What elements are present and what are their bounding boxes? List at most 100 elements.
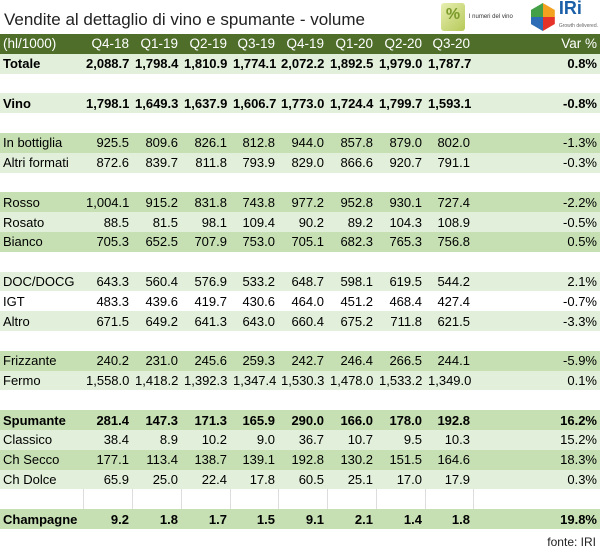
empty-cell bbox=[181, 390, 230, 411]
value-cell: 104.3 bbox=[376, 212, 425, 232]
value-cell: 944.0 bbox=[278, 132, 327, 153]
value-cell: 643.3 bbox=[83, 271, 132, 292]
spacer-row bbox=[0, 489, 600, 510]
value-cell: 753.0 bbox=[230, 231, 278, 252]
value-cell: 178.0 bbox=[376, 410, 425, 430]
empty-cell bbox=[132, 330, 181, 351]
empty-cell bbox=[181, 73, 230, 94]
table-row: Rosso 1,004.1 915.2 831.8 743.8 977.2 952.8 930… bbox=[0, 192, 600, 213]
value-cell: 468.4 bbox=[376, 291, 425, 312]
value-cell: 1,774.1 bbox=[230, 53, 278, 74]
value-cell: 727.4 bbox=[425, 192, 473, 213]
empty-cell bbox=[181, 172, 230, 193]
empty-cell bbox=[278, 251, 327, 272]
empty-cell bbox=[132, 73, 181, 94]
table-row: Rosato 88.5 81.5 98.1 109.4 90.2 89.2 104.3 108.… bbox=[0, 212, 600, 232]
empty-cell bbox=[326, 489, 376, 510]
value-cell: 17.0 bbox=[376, 469, 425, 490]
value-cell: 10.3 bbox=[425, 429, 473, 450]
value-cell: 915.2 bbox=[132, 192, 181, 213]
var-cell: -3.3% bbox=[473, 311, 600, 331]
value-cell: 765.3 bbox=[376, 231, 425, 252]
table-row: Ch Dolce 65.9 25.0 22.4 17.8 60.5 25.1 17.0 17.9… bbox=[0, 469, 600, 490]
value-cell: 544.2 bbox=[425, 271, 473, 292]
row-label: Spumante bbox=[0, 410, 83, 430]
row-label: Totale bbox=[0, 53, 83, 74]
value-cell: 1,724.4 bbox=[327, 93, 376, 114]
empty-cell bbox=[472, 489, 600, 510]
var-cell: 0.5% bbox=[473, 231, 600, 252]
value-cell: 245.6 bbox=[181, 350, 230, 371]
value-cell: 1,787.7 bbox=[425, 53, 473, 74]
value-cell: 242.7 bbox=[278, 350, 327, 371]
value-cell: 1,979.0 bbox=[376, 53, 425, 74]
var-cell: -0.3% bbox=[473, 152, 600, 173]
empty-cell bbox=[230, 73, 278, 94]
value-cell: 671.5 bbox=[83, 311, 132, 331]
value-cell: 439.6 bbox=[132, 291, 181, 312]
row-label: Classico bbox=[0, 429, 83, 450]
iri-tagline: Growth delivered. bbox=[558, 23, 598, 29]
value-cell: 621.5 bbox=[425, 311, 473, 331]
iri-logo-icon bbox=[530, 3, 555, 31]
empty-cell bbox=[473, 251, 600, 272]
value-cell: 930.1 bbox=[376, 192, 425, 213]
sales-table: (hl/1000) Q4-18 Q1-19 Q2-19 Q3-19 Q4-19 Q1-20 Q… bbox=[0, 34, 600, 529]
empty-cell bbox=[327, 113, 376, 133]
empty-cell bbox=[327, 330, 376, 351]
value-cell: 1,799.7 bbox=[376, 93, 425, 114]
value-cell: 643.0 bbox=[230, 311, 278, 331]
table-row: In bottiglia 925.5 809.6 826.1 812.8 944.0 857… bbox=[0, 132, 600, 153]
value-cell: 811.8 bbox=[181, 152, 230, 173]
value-cell: 9.1 bbox=[278, 509, 327, 529]
value-cell: 240.2 bbox=[83, 350, 132, 371]
value-cell: 290.0 bbox=[278, 410, 327, 430]
value-cell: 90.2 bbox=[278, 212, 327, 232]
empty-cell bbox=[132, 113, 181, 133]
column-header: Q1-19 bbox=[132, 34, 181, 54]
empty-cell bbox=[425, 330, 473, 351]
value-cell: 826.1 bbox=[181, 132, 230, 153]
spacer-row bbox=[0, 330, 600, 351]
value-cell: 38.4 bbox=[83, 429, 132, 450]
table-row: DOC/DOCG 643.3 560.4 576.9 533.2 648.7 598.1 61… bbox=[0, 271, 600, 292]
empty-cell bbox=[0, 390, 83, 411]
value-cell: 1,558.0 bbox=[83, 370, 132, 391]
value-cell: 1,798.4 bbox=[132, 53, 181, 74]
table-row: IGT 483.3 439.6 419.7 430.6 464.0 451.2 468.4 42… bbox=[0, 291, 600, 312]
empty-cell bbox=[327, 172, 376, 193]
value-cell: 147.3 bbox=[132, 410, 181, 430]
value-cell: 483.3 bbox=[83, 291, 132, 312]
value-cell: 1,349.0 bbox=[425, 370, 473, 391]
column-header: Var % bbox=[473, 34, 600, 54]
empty-cell bbox=[83, 73, 132, 94]
table-row: Classico 38.4 8.9 10.2 9.0 36.7 10.7 9.5 10.3 15.… bbox=[0, 429, 600, 450]
numeri-del-vino-label: I numeri del vino bbox=[468, 14, 513, 20]
value-cell: 831.8 bbox=[181, 192, 230, 213]
column-header: Q1-20 bbox=[327, 34, 376, 54]
value-cell: 2.1 bbox=[327, 509, 376, 529]
value-cell: 1,533.2 bbox=[376, 370, 425, 391]
value-cell: 952.8 bbox=[327, 192, 376, 213]
var-cell: -0.7% bbox=[473, 291, 600, 312]
var-cell: 19.8% bbox=[473, 509, 600, 529]
column-header: Q4-18 bbox=[83, 34, 132, 54]
empty-cell bbox=[180, 489, 230, 510]
column-header: Q2-19 bbox=[181, 34, 230, 54]
empty-cell bbox=[376, 73, 425, 94]
value-cell: 977.2 bbox=[278, 192, 327, 213]
value-cell: 259.3 bbox=[230, 350, 278, 371]
value-cell: 9.0 bbox=[230, 429, 278, 450]
var-cell: -0.5% bbox=[473, 212, 600, 232]
empty-cell bbox=[327, 390, 376, 411]
value-cell: 1,593.1 bbox=[425, 93, 473, 114]
value-cell: 36.7 bbox=[278, 429, 327, 450]
value-cell: 108.9 bbox=[425, 212, 473, 232]
row-label: In bottiglia bbox=[0, 132, 83, 153]
empty-cell bbox=[473, 113, 600, 133]
value-cell: 2,088.7 bbox=[83, 53, 132, 74]
value-cell: 660.4 bbox=[278, 311, 327, 331]
column-header: Q3-19 bbox=[230, 34, 278, 54]
value-cell: 1,392.3 bbox=[181, 370, 230, 391]
value-cell: 151.5 bbox=[376, 449, 425, 470]
